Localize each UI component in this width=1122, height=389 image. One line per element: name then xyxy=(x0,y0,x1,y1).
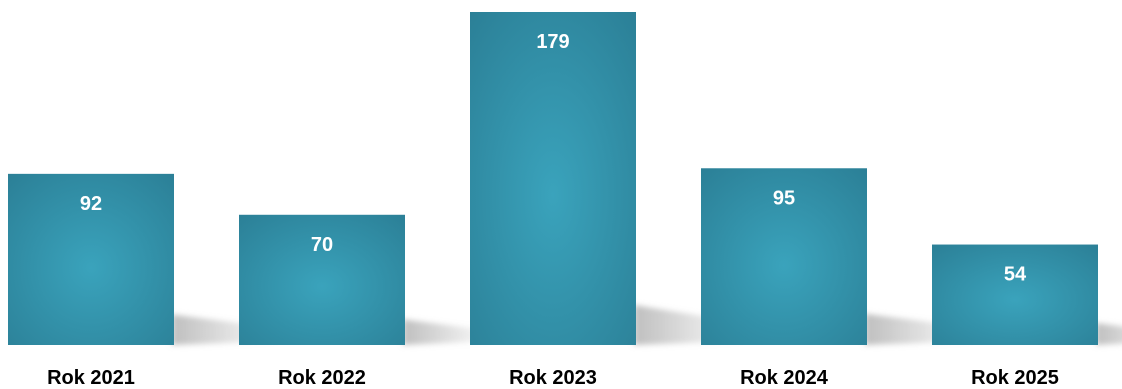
bar-value-label: 179 xyxy=(536,31,569,53)
category-label: Rok 2021 xyxy=(47,367,135,389)
bar-value-label: 95 xyxy=(773,187,795,209)
bar-rok-2021 xyxy=(8,173,174,345)
value-labels: 92 70 179 95 54 xyxy=(80,31,1027,286)
category-label: Rok 2023 xyxy=(509,367,597,389)
bar-rok-2022 xyxy=(239,214,405,345)
category-label: Rok 2025 xyxy=(971,367,1059,389)
bar-value-label: 70 xyxy=(311,234,333,256)
bar-shadow xyxy=(1096,322,1122,345)
bar-rok-2024 xyxy=(701,168,867,345)
bar-value-label: 92 xyxy=(80,193,102,215)
bars xyxy=(8,12,1098,345)
category-labels: Rok 2021 Rok 2022 Rok 2023 Rok 2024 Rok 2025 xyxy=(47,367,1059,389)
category-label: Rok 2022 xyxy=(278,367,366,389)
bar-rok-2023 xyxy=(470,12,636,345)
category-label: Rok 2024 xyxy=(740,367,829,389)
bar-rok-2025 xyxy=(932,244,1098,345)
bar-value-label: 54 xyxy=(1004,264,1027,286)
